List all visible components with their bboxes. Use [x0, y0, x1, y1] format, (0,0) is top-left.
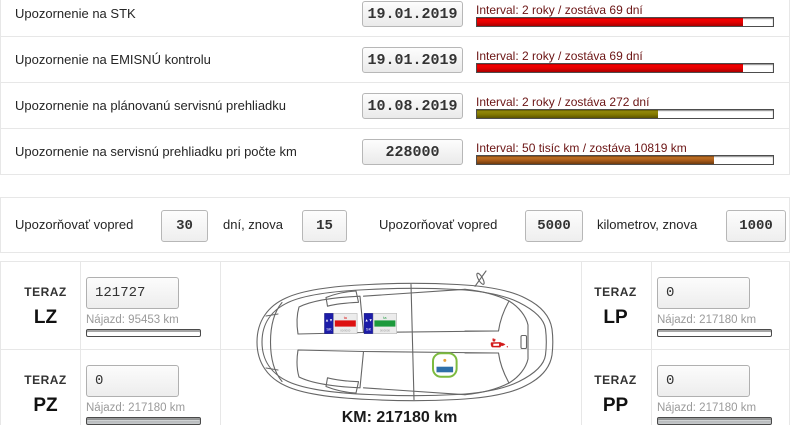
- svg-text:SK: SK: [366, 326, 372, 331]
- svg-text:▲▼: ▲▼: [325, 317, 333, 322]
- svg-text:▲▼: ▲▼: [365, 317, 373, 322]
- svg-text:00/0000: 00/0000: [340, 328, 351, 332]
- svg-text:00/0000: 00/0000: [380, 328, 391, 332]
- svg-text:SK: SK: [326, 326, 332, 331]
